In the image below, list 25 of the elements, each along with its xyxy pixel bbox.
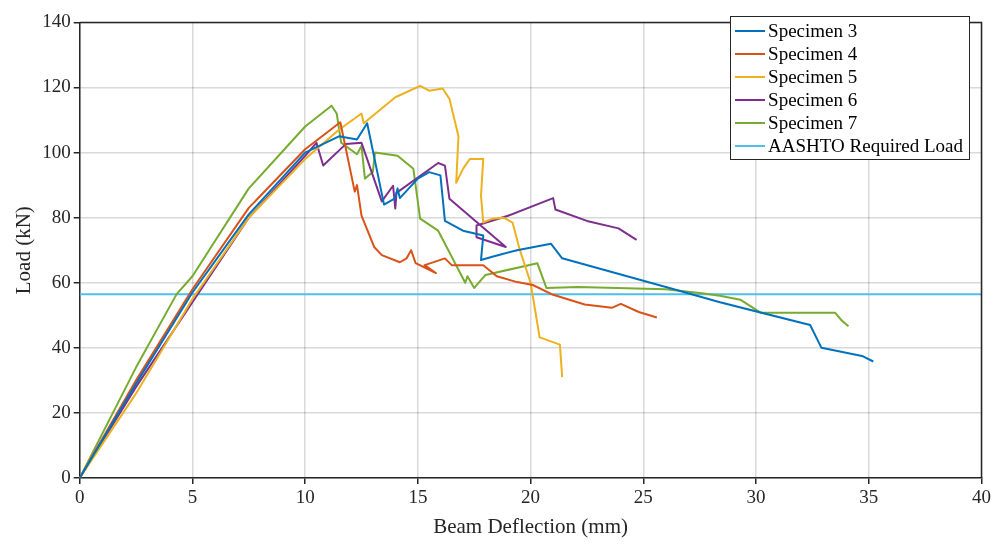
x-tick-label: 15 xyxy=(408,486,428,508)
x-tick-label: 35 xyxy=(859,486,879,508)
y-tick-label: 120 xyxy=(42,75,71,97)
legend-label: Specimen 4 xyxy=(768,42,858,65)
x-tick-label: 30 xyxy=(746,486,766,508)
x-tick-label: 5 xyxy=(187,486,198,508)
x-tick-label: 25 xyxy=(633,486,653,508)
x-axis-title: Beam Deflection (mm) xyxy=(433,513,628,538)
legend-label: Specimen 7 xyxy=(768,111,858,134)
y-tick-label: 0 xyxy=(61,465,71,487)
y-tick-label: 40 xyxy=(51,335,71,357)
legend-label: Specimen 6 xyxy=(768,88,858,111)
y-tick-label: 80 xyxy=(51,205,71,227)
y-tick-label: 100 xyxy=(42,140,71,162)
legend-label: AASHTO Required Load xyxy=(768,134,963,157)
x-tick-label: 20 xyxy=(521,486,541,508)
x-tick-label: 10 xyxy=(295,486,315,508)
legend-label: Specimen 3 xyxy=(768,19,858,42)
y-tick-label: 20 xyxy=(51,400,71,422)
y-tick-label: 140 xyxy=(42,10,71,32)
y-axis-title: Load (kN) xyxy=(11,206,36,295)
x-tick-label: 40 xyxy=(972,486,991,508)
x-tick-label: 0 xyxy=(74,486,85,508)
y-tick-label: 60 xyxy=(51,270,71,292)
legend-label: Specimen 5 xyxy=(768,65,858,88)
